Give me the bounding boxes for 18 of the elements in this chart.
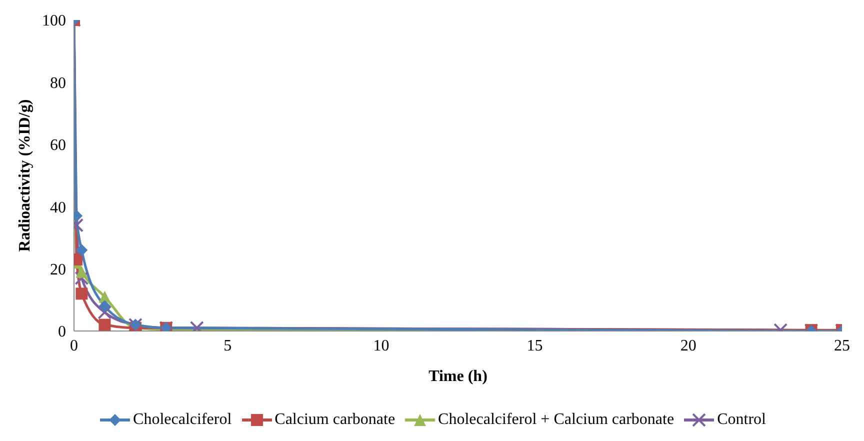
legend-label: Control: [717, 411, 766, 429]
legend-label: Cholecalciferol + Calcium carbonate: [438, 411, 674, 429]
y-tick-label: 60: [50, 137, 66, 154]
x-tick-label: 15: [526, 337, 543, 354]
x-tick-label: 0: [70, 337, 78, 354]
x-tick-label: 25: [834, 337, 850, 354]
legend-label: Cholecalciferol: [133, 411, 232, 429]
x-tick-label: 10: [373, 337, 390, 354]
y-tick-label: 80: [50, 74, 66, 92]
y-axis-title: Radioactivity (%ID/g): [16, 99, 34, 252]
y-tick-label: 20: [50, 261, 66, 278]
legend-label: Calcium carbonate: [274, 411, 396, 429]
x-tick-label: 20: [680, 337, 696, 354]
x-tick-label: 5: [224, 337, 232, 354]
x-axis-title: Time (h): [428, 368, 488, 385]
y-tick-label: 40: [50, 199, 66, 216]
y-tick-label: 100: [42, 12, 66, 30]
y-tick-label: 0: [58, 324, 66, 341]
